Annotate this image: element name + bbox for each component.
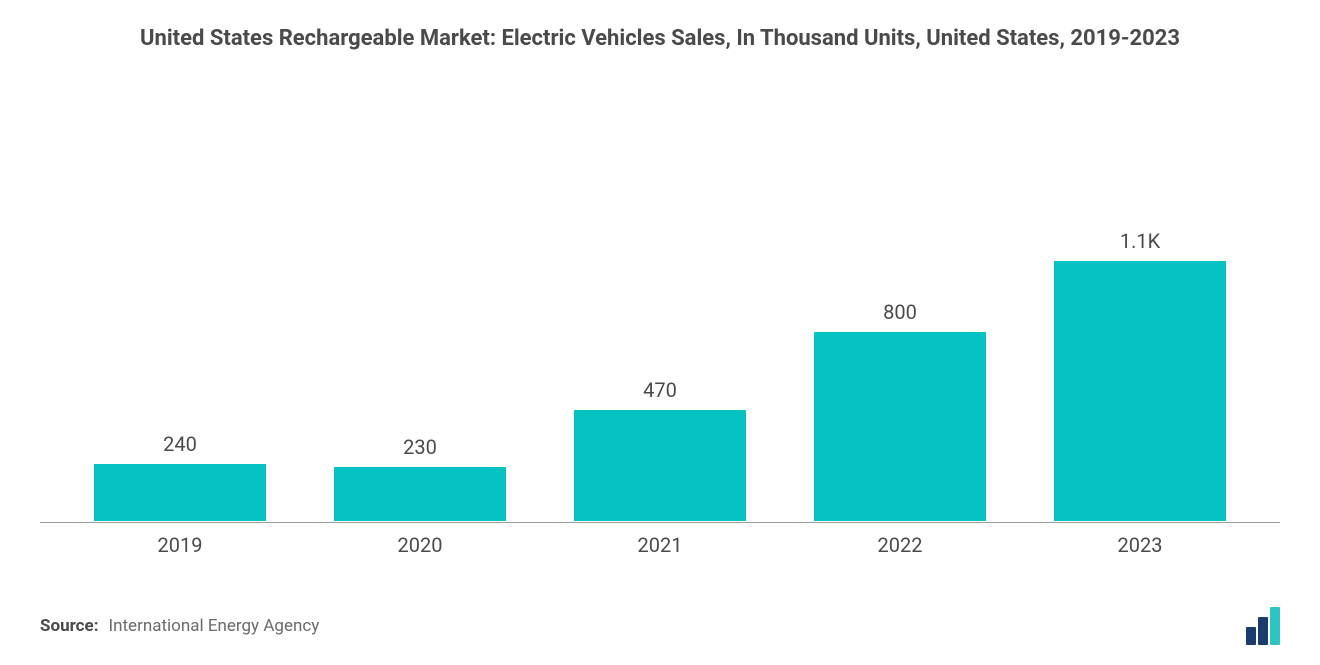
logo-bar-2: [1258, 617, 1268, 645]
x-axis: 2019 2020 2021 2022 2023: [40, 522, 1280, 557]
chart-container: United States Rechargeable Market: Elect…: [0, 0, 1320, 665]
bar-value-label: 1.1K: [1120, 229, 1160, 253]
bar-value-label: 240: [163, 432, 197, 456]
source-label: Source:: [40, 616, 98, 636]
bar-value-label: 230: [403, 435, 437, 459]
bar-2022: [814, 332, 986, 521]
bar-group-2022: 800: [790, 300, 1010, 521]
x-tick-2020: 2020: [310, 533, 530, 557]
bar-group-2019: 240: [70, 432, 290, 521]
source-value: International Energy Agency: [108, 616, 319, 636]
x-tick-2022: 2022: [790, 533, 1010, 557]
logo-bar-3: [1270, 607, 1280, 645]
bar-group-2021: 470: [550, 378, 770, 521]
bar-group-2023: 1.1K: [1030, 229, 1250, 521]
bar-value-label: 800: [883, 300, 917, 324]
bar-2023: [1054, 261, 1226, 521]
brand-logo-icon: [1246, 607, 1280, 645]
chart-title: United States Rechargeable Market: Elect…: [40, 24, 1280, 64]
bar-2019: [94, 464, 266, 521]
chart-footer: Source: International Energy Agency: [40, 557, 1280, 645]
bar-2021: [574, 410, 746, 521]
bar-2020: [334, 467, 506, 521]
x-tick-2021: 2021: [550, 533, 770, 557]
bar-value-label: 470: [643, 378, 677, 402]
x-tick-2019: 2019: [70, 533, 290, 557]
x-tick-2023: 2023: [1030, 533, 1250, 557]
logo-bar-1: [1246, 627, 1256, 645]
plot-area: 240 230 470 800 1.1K: [40, 64, 1280, 522]
source-attribution: Source: International Energy Agency: [40, 616, 319, 636]
bar-group-2020: 230: [310, 435, 530, 521]
